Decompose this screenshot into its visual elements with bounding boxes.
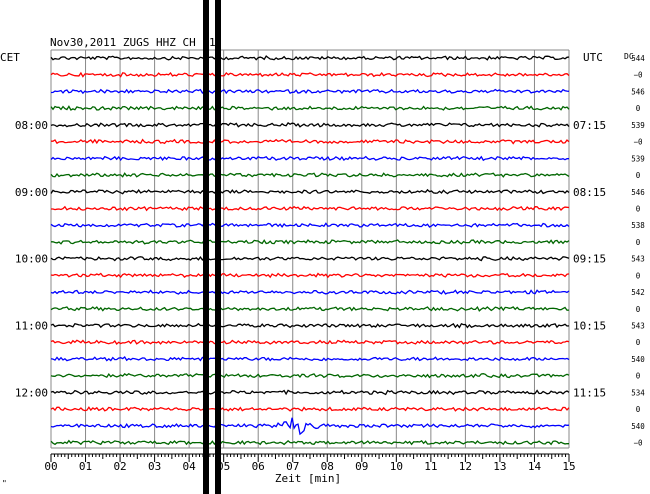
trace-20 [50, 389, 570, 396]
x-axis-label: Zeit [min] [275, 472, 341, 485]
dc-value: −0 [633, 439, 643, 448]
left-time-label: 09:00 [15, 186, 48, 199]
trace-10 [50, 222, 570, 229]
right-time-label: 07:15 [573, 119, 606, 132]
right-time-label: 09:15 [573, 253, 606, 266]
trace-7 [50, 172, 570, 178]
trace-12 [50, 255, 570, 262]
dc-value: −0 [633, 138, 643, 147]
trace-18 [50, 356, 570, 362]
left-time-label: 12:00 [15, 386, 48, 399]
trace-16 [50, 322, 570, 329]
trace-19 [50, 372, 570, 379]
dc-value: −0 [633, 71, 643, 80]
dc-value: 0 [636, 204, 641, 213]
x-tick-label: 03 [148, 460, 161, 473]
dc-value: 546 [631, 87, 645, 96]
dc-label: DC [624, 52, 634, 61]
trace-2 [50, 88, 570, 95]
overlay-bar [203, 0, 209, 494]
x-axis: 00 01 02 03 04 05 06 07 08 09 10 11 12 13 14 15 [44, 453, 576, 473]
dc-value: 543 [631, 255, 645, 264]
dc-value: 539 [631, 121, 645, 130]
x-tick-label: 07 [286, 460, 299, 473]
dc-value: 0 [636, 338, 641, 347]
left-time-label: 11:00 [15, 320, 48, 333]
x-tick-label: 15 [562, 460, 575, 473]
x-tick-label: 13 [493, 460, 506, 473]
x-tick-label: 04 [183, 460, 197, 473]
x-tick-label: 08 [321, 460, 334, 473]
dc-value: 0 [636, 305, 641, 314]
right-time-label: 11:15 [573, 386, 606, 399]
x-tick-label: 02 [113, 460, 126, 473]
trace-15 [50, 305, 570, 312]
dc-value: 0 [636, 104, 641, 113]
dc-value: 0 [636, 238, 641, 247]
dc-value: 542 [631, 288, 645, 297]
dc-value: 540 [631, 422, 645, 431]
overlay-bar [215, 0, 221, 494]
trace-22 [50, 417, 570, 436]
left-time-label: 08:00 [15, 119, 48, 132]
left-time-label: 10:00 [15, 253, 48, 266]
dc-value: 538 [631, 221, 645, 230]
right-time-label: 10:15 [573, 320, 606, 333]
dc-value: 546 [631, 188, 645, 197]
trace-9 [51, 205, 570, 212]
trace-6 [50, 155, 569, 162]
trace-21 [50, 406, 570, 412]
overlay-bars [203, 0, 221, 494]
dc-value: 543 [631, 322, 645, 331]
corner-mark: " [2, 479, 7, 488]
trace-3 [50, 105, 570, 111]
chart-title: Nov30,2011 ZUGS HHZ CH 01 [50, 36, 216, 49]
x-tick-label: 12 [459, 460, 472, 473]
x-tick-label: 06 [252, 460, 265, 473]
trace-14 [50, 289, 570, 295]
traces [50, 55, 570, 446]
x-tick-label: 01 [79, 460, 92, 473]
x-tick-label: 09 [355, 460, 368, 473]
right-time-label: 08:15 [573, 186, 606, 199]
dc-value: 0 [636, 171, 641, 180]
trace-13 [50, 272, 570, 279]
grid [50, 49, 570, 449]
dc-value: 534 [631, 388, 645, 397]
trace-8 [50, 188, 570, 195]
x-tick-label: 14 [528, 460, 542, 473]
dc-value: 0 [636, 405, 641, 414]
row-labels: 08:00 09:00 10:00 11:00 12:00 07:15 08:15 09:15… [15, 54, 645, 448]
trace-1 [50, 71, 570, 78]
x-tick-label: 10 [390, 460, 403, 473]
trace-0 [50, 55, 570, 61]
right-timezone-label: UTC [583, 51, 603, 64]
trace-23 [50, 439, 570, 446]
trace-17 [50, 339, 570, 345]
dc-value: 544 [631, 54, 645, 63]
dc-value: 540 [631, 355, 645, 364]
trace-5 [51, 138, 570, 145]
dc-value: 539 [631, 154, 645, 163]
x-tick-label: 11 [424, 460, 437, 473]
x-tick-label: 00 [44, 460, 57, 473]
trace-4 [50, 122, 570, 128]
dc-value: 0 [636, 271, 641, 280]
left-timezone-label: CET [0, 51, 20, 64]
dc-value: 0 [636, 372, 641, 381]
trace-11 [51, 239, 570, 245]
